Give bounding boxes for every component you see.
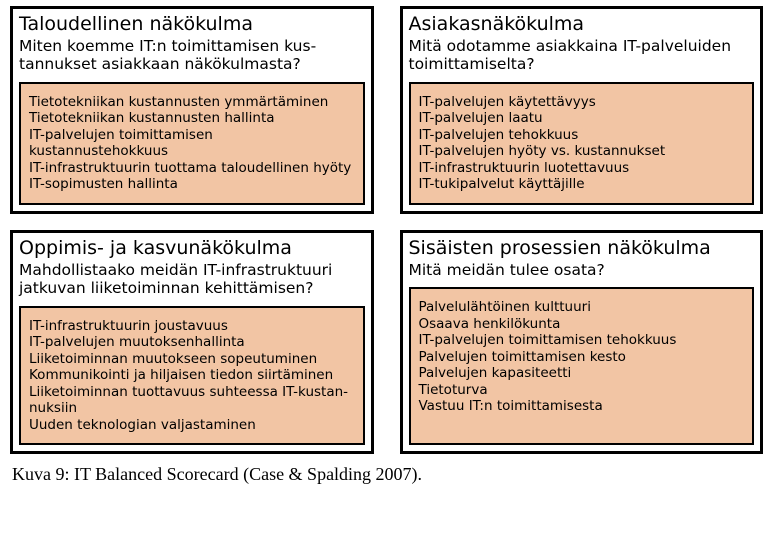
list-item: IT-palvelujen käytettävyys — [419, 94, 745, 110]
list-item: Uuden teknologian valjastaminen — [29, 417, 355, 433]
items-box: Palvelulähtöinen kulttuuriOsaava henkilö… — [409, 287, 755, 445]
quadrant-question: Mahdollistaako meidän IT-infrastruktuuri… — [19, 261, 365, 298]
quadrant-title: Sisäisten prosessien näkökulma — [409, 237, 755, 260]
quadrant-question: Mitä odotamme asiakkaina IT-palve­luiden… — [409, 37, 755, 74]
quadrant-internal: Sisäisten prosessien näkökulma Mitä meid… — [400, 230, 764, 454]
list-item: Kommunikointi ja hiljaisen tiedon siirtä… — [29, 367, 355, 383]
list-item: Liiketoiminnan tuottavuus suhteessa IT-k… — [29, 384, 355, 417]
list-item: IT-infrastruktuurin joustavuus — [29, 318, 355, 334]
list-item: IT-infrastruktuurin tuottama taloudellin… — [29, 160, 355, 176]
list-item: Palvelulähtöinen kulttuuri — [419, 299, 745, 315]
quadrant-title: Oppimis- ja kasvunäkökulma — [19, 237, 365, 260]
quadrant-title: Taloudellinen näkökulma — [19, 13, 365, 36]
items-box: IT-palvelujen käytettävyysIT-palvelujen … — [409, 82, 755, 205]
items-box: IT-infrastruktuurin joustavuusIT-palvelu… — [19, 306, 365, 445]
list-item: IT-tukipalvelut käyttäjille — [419, 176, 745, 192]
list-item: IT-infrastruktuurin luotettavuus — [419, 160, 745, 176]
list-item: IT-sopimusten hallinta — [29, 176, 355, 192]
quadrant-question: Miten koemme IT:n toimittamisen kus­tann… — [19, 37, 365, 74]
list-item: IT-palvelujen hyöty vs. kustannukset — [419, 143, 745, 159]
list-item: Tietotekniikan kustannusten hallinta — [29, 110, 355, 126]
list-item: IT-palvelujen toimittamisen kustannusteh… — [29, 127, 355, 160]
quadrant-financial: Taloudellinen näkökulma Miten koemme IT:… — [10, 6, 374, 214]
quadrant-title: Asiakasnäkökulma — [409, 13, 755, 36]
list-item: IT-palvelujen laatu — [419, 110, 745, 126]
items-box: Tietotekniikan kustannusten ymmärtäminen… — [19, 82, 365, 205]
quadrant-customer: Asiakasnäkökulma Mitä odotamme asiakkain… — [400, 6, 764, 214]
quadrant-learning: Oppimis- ja kasvunäkökulma Mahdollistaak… — [10, 230, 374, 454]
list-item: Tietotekniikan kustannusten ymmärtäminen — [29, 94, 355, 110]
quadrant-question: Mitä meidän tulee osata? — [409, 261, 755, 280]
list-item: Palvelujen kapasiteetti — [419, 365, 745, 381]
list-item: Liiketoiminnan muutokseen sopeutuminen — [29, 351, 355, 367]
list-item: IT-palvelujen tehokkuus — [419, 127, 745, 143]
list-item: Vastuu IT:n toimittamisesta — [419, 398, 745, 414]
list-item: Palvelujen toimittamisen kesto — [419, 349, 745, 365]
scorecard-grid: Taloudellinen näkökulma Miten koemme IT:… — [10, 6, 763, 454]
list-item: IT-palvelujen toimittamisen tehokkuus — [419, 332, 745, 348]
list-item: IT-palvelujen muutoksenhallinta — [29, 334, 355, 350]
figure-caption: Kuva 9: IT Balanced Scorecard (Case & Sp… — [12, 464, 763, 485]
list-item: Tietoturva — [419, 382, 745, 398]
list-item: Osaava henkilökunta — [419, 316, 745, 332]
